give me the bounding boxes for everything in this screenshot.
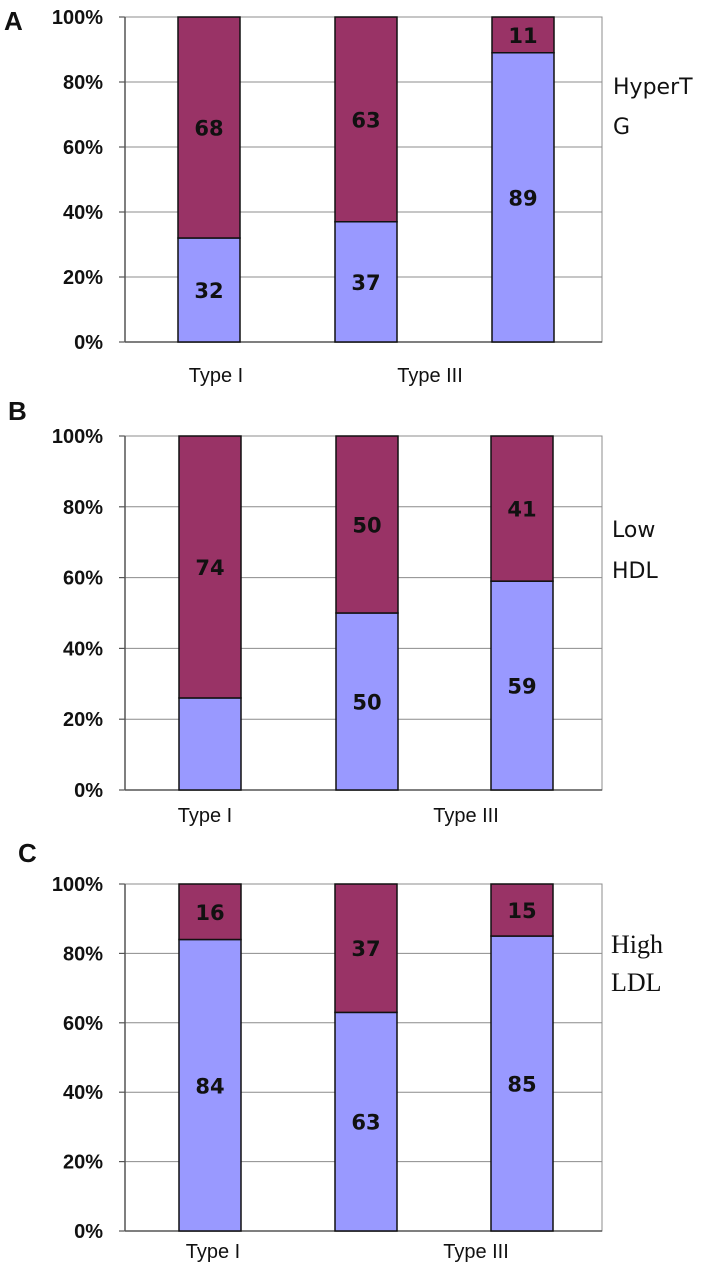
bar-segment — [178, 435, 242, 699]
data-label: 68 — [194, 117, 223, 141]
legend-entry: High — [611, 930, 663, 959]
bar-segment — [490, 580, 554, 791]
data-label: 63 — [351, 1111, 380, 1135]
y-tick-label: 40% — [63, 638, 103, 660]
y-tick-label: 0% — [74, 780, 103, 802]
x-tick-label: Type III — [397, 365, 463, 387]
y-tick-label: 80% — [63, 943, 103, 965]
y-tick-label: 20% — [63, 1152, 103, 1174]
bar-segment — [491, 52, 555, 343]
y-tick-label: 80% — [63, 72, 103, 94]
bar-segment — [490, 435, 554, 582]
data-label: 37 — [351, 271, 380, 295]
bar-segment — [335, 435, 399, 614]
data-label: 85 — [507, 1073, 536, 1097]
bar-segment — [334, 883, 398, 1014]
legend-entry: LDL — [611, 968, 662, 997]
data-label: 15 — [507, 899, 536, 923]
y-tick-label: 60% — [63, 137, 103, 159]
legend-entry: HyperT — [613, 75, 693, 100]
data-label: 50 — [352, 691, 381, 715]
bar-segment — [178, 883, 242, 941]
bar-segment — [491, 16, 555, 54]
x-tick-label: Type I — [186, 1241, 240, 1263]
data-label: 16 — [195, 901, 224, 925]
y-tick-label: 60% — [63, 1013, 103, 1035]
bar-segment — [335, 612, 399, 791]
y-tick-label: 80% — [63, 497, 103, 519]
x-tick-label: Type I — [178, 805, 232, 827]
data-label: 74 — [195, 556, 224, 580]
data-label: 89 — [508, 186, 537, 210]
bar-segment — [177, 237, 241, 343]
legend-entry: G — [613, 115, 630, 140]
data-label: 41 — [507, 498, 536, 522]
y-tick-label: 100% — [52, 7, 103, 29]
bar-segment — [178, 697, 242, 791]
data-label: 84 — [195, 1074, 224, 1098]
data-label: 50 — [352, 514, 381, 538]
bar-segment — [177, 16, 241, 239]
bar-segment — [334, 221, 398, 343]
y-tick-label: 60% — [63, 568, 103, 590]
x-tick-label: Type III — [433, 805, 499, 827]
bar-segment — [178, 938, 242, 1232]
bar-segment — [490, 883, 554, 937]
x-tick-label: Type III — [443, 1241, 509, 1263]
panel-label-a: A — [4, 6, 23, 36]
y-tick-label: 0% — [74, 332, 103, 354]
bar-segment — [334, 16, 398, 223]
y-tick-label: 100% — [52, 874, 103, 896]
y-tick-label: 20% — [63, 267, 103, 289]
legend-entry: HDL — [612, 559, 658, 584]
x-tick-label: Type I — [189, 365, 243, 387]
data-label: 63 — [351, 108, 380, 132]
data-label: 32 — [194, 279, 223, 303]
y-tick-label: 40% — [63, 1082, 103, 1104]
data-label: 59 — [507, 675, 536, 699]
y-tick-label: 40% — [63, 202, 103, 224]
bar-segment — [490, 935, 554, 1232]
y-tick-label: 100% — [52, 426, 103, 448]
legend-entry: Low — [612, 518, 655, 543]
data-label: 11 — [508, 24, 537, 48]
y-tick-label: 20% — [63, 709, 103, 731]
data-label: 37 — [351, 937, 380, 961]
y-tick-label: 0% — [74, 1221, 103, 1243]
panel-label-c: C — [18, 838, 37, 868]
panel-label-b: B — [8, 396, 27, 426]
